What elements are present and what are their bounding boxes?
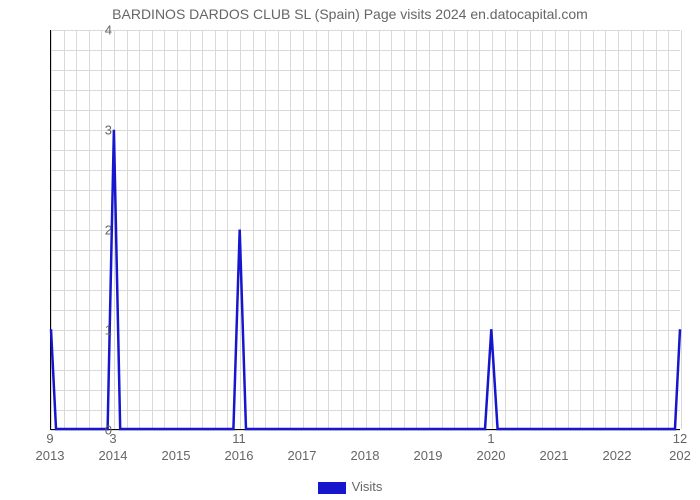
y-tick-label: 0 xyxy=(62,423,112,438)
x-tick-label: 2021 xyxy=(540,448,569,463)
x-tick-label: 2013 xyxy=(36,448,65,463)
series-line xyxy=(51,30,680,429)
legend: Visits xyxy=(0,479,700,494)
y-tick-label: 3 xyxy=(62,123,112,138)
y-tick-label: 1 xyxy=(62,323,112,338)
bottom-number: 12 xyxy=(673,431,687,446)
plot-area xyxy=(50,30,680,430)
bottom-number: 9 xyxy=(46,431,53,446)
y-tick-label: 2 xyxy=(62,223,112,238)
x-tick-label: 2016 xyxy=(225,448,254,463)
y-tick-label: 4 xyxy=(62,23,112,38)
legend-label: Visits xyxy=(352,479,383,494)
x-tick-label: 2014 xyxy=(99,448,128,463)
x-tick-label: 2022 xyxy=(603,448,632,463)
chart-title: BARDINOS DARDOS CLUB SL (Spain) Page vis… xyxy=(0,6,700,22)
visits-path xyxy=(51,130,680,429)
chart-container: BARDINOS DARDOS CLUB SL (Spain) Page vis… xyxy=(0,0,700,500)
x-tick-label: 2019 xyxy=(414,448,443,463)
legend-swatch xyxy=(318,482,346,494)
bottom-number: 3 xyxy=(109,431,116,446)
x-tick-label: 2017 xyxy=(288,448,317,463)
bottom-number: 11 xyxy=(232,431,246,446)
x-tick-label: 202 xyxy=(669,448,691,463)
bottom-number: 1 xyxy=(487,431,494,446)
x-tick-label: 2015 xyxy=(162,448,191,463)
x-tick-label: 2018 xyxy=(351,448,380,463)
x-tick-label: 2020 xyxy=(477,448,506,463)
